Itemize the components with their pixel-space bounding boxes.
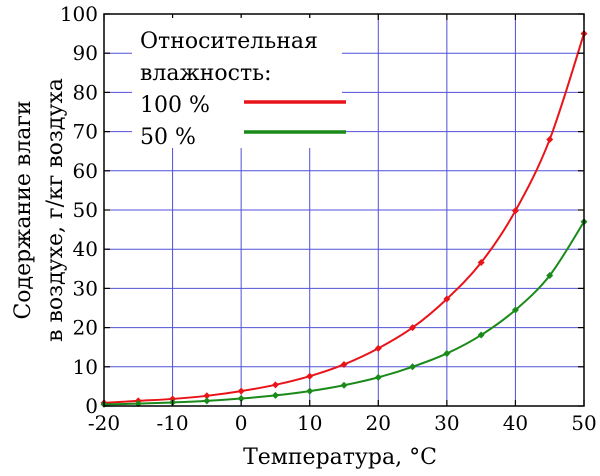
y-axis-label-line2: в воздухе, г/кг воздуха [43, 78, 68, 342]
series-point-1 [271, 391, 279, 399]
series-layer [100, 30, 588, 408]
ticks: -20 -10 0 10 20 30 40 50 0 10 20 30 40 50 60 70 80 90 100 [60, 2, 597, 435]
series-point-0 [203, 392, 211, 400]
x-tick-label: 20 [366, 411, 391, 435]
series-point-0 [511, 207, 519, 215]
series-point-1 [477, 331, 485, 339]
legend-box [132, 18, 342, 148]
x-tick-label: 30 [434, 411, 459, 435]
series-point-1 [409, 363, 417, 371]
x-tick-label: 0 [235, 411, 248, 435]
series-point-0 [443, 295, 451, 303]
series-point-0 [340, 360, 348, 368]
series-point-1 [340, 381, 348, 389]
series-point-0 [169, 395, 177, 403]
y-tick-label: 30 [73, 276, 98, 300]
y-tick-label: 10 [73, 355, 98, 379]
series-point-0 [237, 387, 245, 395]
series-point-0 [409, 324, 417, 332]
y-tick-label: 60 [73, 159, 98, 183]
x-tick-label: -20 [88, 411, 120, 435]
series-point-1 [511, 306, 519, 314]
y-tick-label: 70 [73, 120, 98, 144]
legend-label-100: 100 % [140, 93, 210, 118]
series-point-0 [477, 259, 485, 267]
legend: Относительная влажность: 100 % 50 % [132, 18, 346, 150]
y-tick-label: 100 [60, 2, 98, 26]
x-axis-label: Температура, °C [243, 445, 437, 470]
series-point-0 [271, 381, 279, 389]
x-tick-label: 50 [571, 411, 596, 435]
y-tick-label: 90 [73, 41, 98, 65]
series-point-1 [374, 373, 382, 381]
series-point-1 [306, 387, 314, 395]
legend-label-50: 50 % [140, 125, 196, 150]
series-point-1 [237, 395, 245, 403]
x-tick-label: -10 [156, 411, 188, 435]
legend-title-line1: Относительная [140, 29, 318, 54]
series-point-1 [203, 397, 211, 405]
y-tick-label: 40 [73, 237, 98, 261]
series-point-1 [546, 271, 554, 279]
series-point-0 [374, 344, 382, 352]
x-tick-label: 10 [297, 411, 322, 435]
y-tick-label: 80 [73, 80, 98, 104]
series-point-0 [546, 135, 554, 143]
legend-title-line2: влажность: [140, 61, 272, 86]
series-point-0 [306, 372, 314, 380]
y-tick-label: 20 [73, 316, 98, 340]
y-axis-label-line1: Содержание влаги [11, 100, 36, 319]
x-tick-label: 40 [503, 411, 528, 435]
series-point-1 [443, 349, 451, 357]
y-tick-label: 0 [85, 394, 98, 418]
y-tick-label: 50 [73, 198, 98, 222]
